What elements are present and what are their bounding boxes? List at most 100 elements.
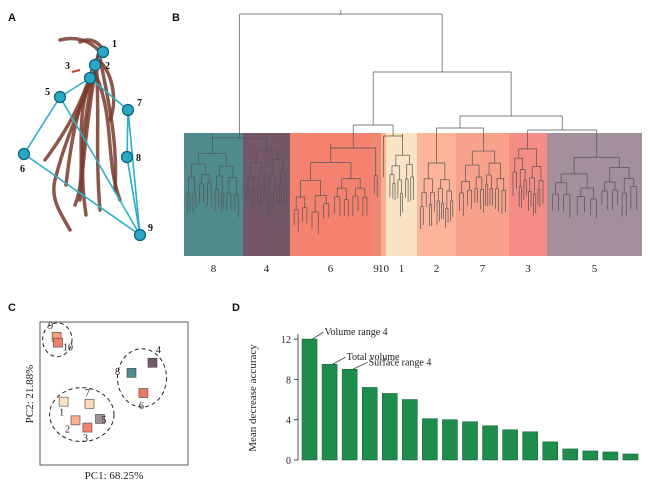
root-node-label-6: 6 xyxy=(20,164,25,175)
root-graph-edge xyxy=(126,156,141,236)
bar-6 xyxy=(402,399,418,461)
root-node-label-9: 9 xyxy=(148,223,153,234)
root-strand xyxy=(94,73,122,202)
root-node-label-7: 7 xyxy=(137,98,142,109)
bar-8 xyxy=(442,419,458,461)
root-strand xyxy=(96,58,116,122)
bar-11 xyxy=(502,429,518,461)
root-node-7 xyxy=(121,103,135,117)
cluster-label-7: 7 xyxy=(480,263,486,275)
bar-5 xyxy=(381,393,398,461)
pca-groups xyxy=(42,322,167,443)
pca-ylabel: PC2: 21.88% xyxy=(24,365,36,424)
pca-point-5 xyxy=(95,414,105,424)
cluster-label-8: 8 xyxy=(211,263,217,275)
cluster-label-1: 1 xyxy=(399,263,405,275)
panel-d-label: D xyxy=(232,302,240,314)
bar-annotation-1: Volume range 4 xyxy=(325,327,388,338)
pca-point-label-1: 1 xyxy=(59,408,64,419)
root-strand xyxy=(78,38,104,50)
cluster-band-4 xyxy=(243,133,290,256)
root-node-9 xyxy=(133,228,147,242)
root-node-5 xyxy=(53,90,67,104)
pca-point-8 xyxy=(126,368,137,378)
cluster-band-9 xyxy=(371,133,381,256)
pca-xlabel: PC1: 68.25% xyxy=(85,470,144,482)
pca-point-label-5: 5 xyxy=(102,415,107,426)
cluster-bands xyxy=(184,133,642,256)
root-graph-edge xyxy=(127,109,141,236)
bar-annotation-2: Total volume xyxy=(347,352,400,363)
pca-point-label-7: 7 xyxy=(85,388,90,399)
pca-group-2 xyxy=(117,348,167,408)
cluster-labels: 8 4 6 9 10 1 2 7 3 5 xyxy=(211,263,598,275)
bar-1 xyxy=(301,338,318,461)
pca-point-label-10: 10 xyxy=(63,343,73,354)
pca-point-2 xyxy=(70,415,81,426)
pca-point-label-3: 3 xyxy=(83,434,88,445)
root-node-label-8: 8 xyxy=(136,153,141,164)
panel-b-label: B xyxy=(172,12,180,24)
bar-2 xyxy=(321,363,338,461)
pca-group-3 xyxy=(49,387,115,443)
root-marker xyxy=(71,69,81,73)
root-node-8 xyxy=(120,150,134,164)
bar-ytick-label: 8 xyxy=(286,375,291,386)
cluster-band-5 xyxy=(547,133,642,256)
pca-points: 9 10 8 4 6 7 12 3 5 xyxy=(48,321,161,445)
panel-a-label: A xyxy=(8,12,16,24)
pca-point-label-8: 8 xyxy=(115,367,120,378)
pca-group-1 xyxy=(42,322,73,358)
bar-ytick-label: 0 xyxy=(286,456,291,467)
pca-point-10 xyxy=(53,337,63,348)
bar-7 xyxy=(422,418,438,461)
cluster-band-3 xyxy=(509,133,547,256)
root-graph-nodes: 12 3 5 6 7 8 9 xyxy=(17,39,153,242)
bar-16 xyxy=(602,451,619,461)
bar-ytick-label: 12 xyxy=(281,335,291,346)
bar-15 xyxy=(582,450,599,461)
bar-series xyxy=(301,338,639,461)
pca-point-6 xyxy=(138,388,149,398)
dendrogram-panel: 8 4 6 9 10 1 2 7 3 5 xyxy=(184,10,642,275)
root-strand xyxy=(98,56,118,192)
bar-9 xyxy=(462,421,478,461)
bar-12 xyxy=(522,431,538,461)
pca-point-4 xyxy=(147,357,158,368)
bar-ytick-label: 4 xyxy=(286,416,291,427)
bar-14 xyxy=(562,448,579,461)
bar-13 xyxy=(542,441,558,461)
bar-annotation-leader xyxy=(312,331,324,340)
root-panel: 12 3 5 6 7 8 9 xyxy=(17,36,153,242)
pca-point-1 xyxy=(58,396,69,407)
root-graph-edge xyxy=(126,109,129,158)
root-node-label-1: 1 xyxy=(112,39,117,50)
bar-10 xyxy=(482,425,498,461)
cluster-label-6: 6 xyxy=(328,263,334,275)
bar-3 xyxy=(341,369,358,461)
pca-panel: 9 10 8 4 6 7 12 3 5 PC1: 68.25% PC2: 21.88% xyxy=(24,321,189,482)
root-graph-edge xyxy=(23,153,141,236)
bar-annotation-3: Surface range 4 xyxy=(369,357,432,368)
root-node-label-5: 5 xyxy=(45,87,50,98)
dendrogram-tree xyxy=(186,10,638,235)
pca-point-label-2: 2 xyxy=(65,424,70,435)
bar-ylabel: Mean decrease accuracy xyxy=(247,344,259,452)
pca-point-7 xyxy=(84,398,95,409)
cluster-label-5: 5 xyxy=(592,263,598,275)
bar-4 xyxy=(361,387,378,461)
cluster-label-10: 10 xyxy=(378,263,390,275)
root-node-label-3: 3 xyxy=(65,61,70,72)
bar-annotation-leader xyxy=(352,361,368,370)
importance-chart: 0 4 8 12 Volume range 4 Total volumeSurface … xyxy=(247,327,639,467)
panel-c-label: C xyxy=(8,302,16,314)
pca-point-label-9: 9 xyxy=(48,321,53,332)
root-strand xyxy=(64,78,92,187)
root-node-label-2: 2 xyxy=(105,61,110,72)
root-node-2 xyxy=(88,58,102,72)
root-node-6 xyxy=(17,147,31,161)
pca-point-3 xyxy=(82,422,93,433)
cluster-label-2: 2 xyxy=(434,263,440,275)
root-node-1 xyxy=(96,45,110,59)
